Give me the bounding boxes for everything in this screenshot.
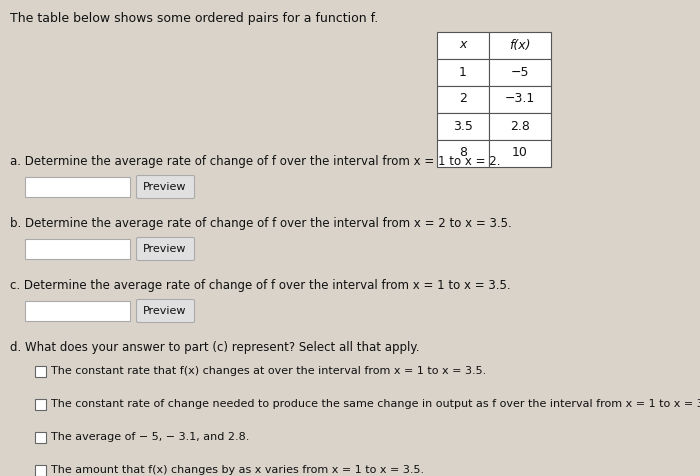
- Text: x: x: [459, 39, 467, 51]
- Bar: [25, 239, 130, 259]
- Text: 10: 10: [512, 147, 528, 159]
- Bar: [489, 32, 551, 59]
- Bar: [489, 113, 551, 140]
- Text: 3.5: 3.5: [453, 119, 473, 132]
- Text: c. Determine the average rate of change of f over the interval from x = 1 to x =: c. Determine the average rate of change …: [10, 279, 510, 292]
- Text: 2.8: 2.8: [510, 119, 530, 132]
- FancyBboxPatch shape: [136, 238, 195, 260]
- Text: The amount that f(x) changes by as x varies from x = 1 to x = 3.5.: The amount that f(x) changes by as x var…: [51, 465, 424, 475]
- Text: a. Determine the average rate of change of f over the interval from x = 1 to x =: a. Determine the average rate of change …: [10, 155, 500, 168]
- Text: Preview: Preview: [144, 244, 187, 254]
- Bar: [35, 366, 46, 377]
- Text: The average of − 5, − 3.1, and 2.8.: The average of − 5, − 3.1, and 2.8.: [51, 432, 249, 442]
- Text: −5: −5: [511, 66, 529, 79]
- FancyBboxPatch shape: [136, 176, 195, 198]
- Text: The constant rate of change needed to produce the same change in output as f ove: The constant rate of change needed to pr…: [51, 399, 700, 409]
- Bar: [437, 113, 489, 140]
- Text: 8: 8: [459, 147, 467, 159]
- Text: Preview: Preview: [144, 306, 187, 316]
- Bar: [437, 59, 489, 86]
- Bar: [489, 86, 551, 113]
- FancyBboxPatch shape: [136, 299, 195, 323]
- Text: 1: 1: [459, 66, 467, 79]
- Bar: [437, 32, 489, 59]
- Bar: [35, 399, 46, 410]
- Text: The table below shows some ordered pairs for a function f.: The table below shows some ordered pairs…: [10, 12, 378, 25]
- Bar: [25, 301, 130, 321]
- Text: 2: 2: [459, 92, 467, 106]
- Bar: [489, 140, 551, 167]
- Text: d. What does your answer to part (c) represent? Select all that apply.: d. What does your answer to part (c) rep…: [10, 341, 419, 354]
- Bar: [35, 432, 46, 443]
- Bar: [35, 465, 46, 476]
- Text: The constant rate that f(x) changes at over the interval from x = 1 to x = 3.5.: The constant rate that f(x) changes at o…: [51, 366, 486, 376]
- Text: f(x): f(x): [510, 39, 531, 51]
- Bar: [437, 86, 489, 113]
- Bar: [437, 140, 489, 167]
- Text: −3.1: −3.1: [505, 92, 535, 106]
- Text: Preview: Preview: [144, 182, 187, 192]
- Text: b. Determine the average rate of change of f over the interval from x = 2 to x =: b. Determine the average rate of change …: [10, 217, 512, 230]
- Bar: [489, 59, 551, 86]
- Bar: [25, 177, 130, 197]
